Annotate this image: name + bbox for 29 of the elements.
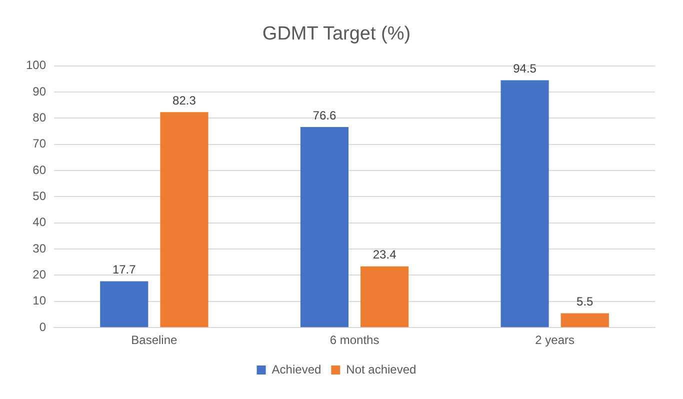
x-tick-label: 6 months [330,333,380,348]
y-tick-label: 20 [32,268,46,282]
x-tick-label: 2 years [535,333,575,348]
data-label: 5.5 [576,294,594,309]
y-tick-label: 70 [32,136,46,151]
data-label: 76.6 [312,108,336,122]
x-tick-label: Baseline [131,333,178,348]
y-tick-label: 40 [32,215,46,230]
y-tick-label: 90 [32,84,46,98]
y-tick-label: 100 [26,58,46,72]
y-tick-label: 50 [32,189,46,204]
legend-label: Achieved [272,362,322,376]
bar [560,313,609,328]
y-tick-label: 30 [32,241,46,256]
data-label: 23.4 [372,248,397,262]
bar [300,127,348,328]
y-tick-label: 80 [32,110,46,124]
bar [500,80,549,328]
bar [160,112,208,328]
bar [100,281,148,328]
legend-label: Not achieved [346,362,416,376]
data-label: 94.5 [513,62,537,76]
data-label: 82.3 [172,93,196,108]
data-label: 17.7 [112,262,136,277]
y-tick-label: 0 [39,320,46,334]
bar [360,266,409,328]
y-tick-label: 60 [32,162,46,177]
y-tick-label: 10 [32,294,46,308]
chart-title: GDMT Target (%) [262,24,411,45]
